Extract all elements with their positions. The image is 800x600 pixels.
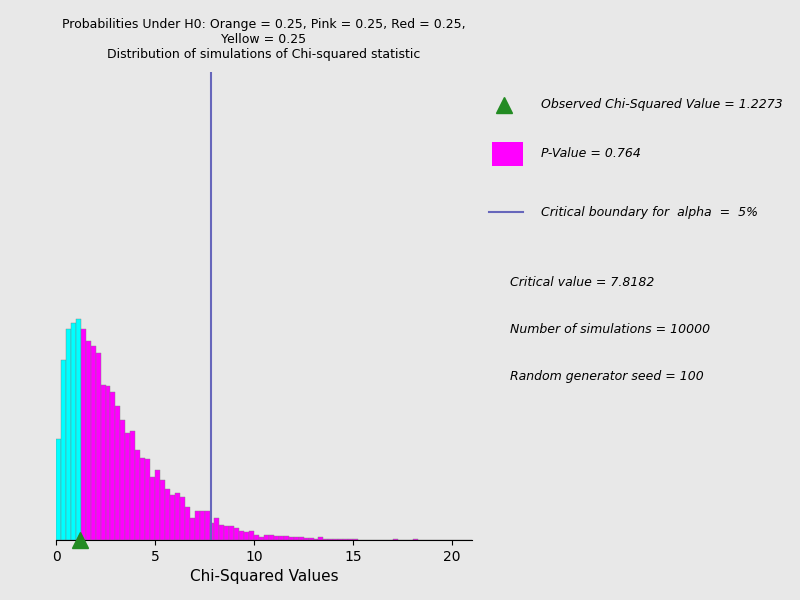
Bar — [145, 459, 150, 540]
Bar — [214, 518, 219, 540]
Bar — [264, 535, 269, 540]
Bar — [180, 497, 185, 540]
Text: Number of simulations = 10000: Number of simulations = 10000 — [510, 323, 710, 336]
Bar — [71, 323, 76, 540]
Bar — [130, 431, 135, 540]
Text: P-Value = 0.764: P-Value = 0.764 — [541, 148, 641, 160]
Bar — [298, 538, 304, 540]
Bar — [110, 392, 115, 540]
Bar — [274, 536, 279, 540]
Bar — [76, 319, 81, 540]
Bar — [323, 539, 328, 540]
Bar — [140, 458, 145, 540]
Bar — [175, 493, 180, 540]
Bar — [284, 536, 289, 540]
FancyBboxPatch shape — [492, 142, 522, 166]
Bar — [294, 538, 298, 540]
Bar — [314, 539, 318, 540]
Bar — [155, 470, 160, 540]
Bar — [106, 386, 110, 540]
Bar — [413, 539, 418, 540]
Bar — [338, 539, 343, 540]
Bar — [259, 537, 264, 540]
Bar — [205, 511, 210, 540]
Bar — [249, 532, 254, 540]
Bar — [219, 525, 224, 540]
Bar — [279, 536, 284, 540]
Bar — [90, 346, 96, 540]
Bar — [194, 511, 200, 540]
Bar — [353, 539, 358, 540]
Bar — [244, 532, 249, 540]
Bar — [190, 518, 194, 540]
Text: Random generator seed = 100: Random generator seed = 100 — [510, 370, 704, 383]
Bar — [328, 539, 334, 540]
Bar — [170, 494, 175, 540]
Bar — [343, 539, 348, 540]
Bar — [115, 406, 120, 540]
Bar — [269, 535, 274, 540]
Bar — [101, 385, 106, 540]
Bar — [185, 507, 190, 540]
Bar — [81, 329, 86, 540]
Bar — [289, 537, 294, 540]
Bar — [239, 530, 244, 540]
Bar — [160, 480, 165, 540]
Bar — [230, 526, 234, 540]
Text: Probabilities Under H0: Orange = 0.25, Pink = 0.25, Red = 0.25,
Yellow = 0.25
Di: Probabilities Under H0: Orange = 0.25, P… — [62, 18, 466, 61]
Bar — [135, 449, 140, 540]
X-axis label: Chi-Squared Values: Chi-Squared Values — [190, 569, 338, 584]
Bar — [348, 539, 353, 540]
Bar — [254, 535, 259, 540]
Bar — [61, 359, 66, 540]
Bar — [120, 420, 126, 540]
Bar — [150, 477, 155, 540]
Bar — [234, 528, 239, 540]
Bar — [126, 433, 130, 540]
Bar — [96, 353, 101, 540]
Bar — [200, 511, 205, 540]
Bar — [66, 329, 71, 540]
Bar — [210, 523, 214, 540]
Bar — [304, 538, 309, 540]
Bar — [165, 489, 170, 540]
Bar — [318, 538, 323, 540]
Text: Critical value = 7.8182: Critical value = 7.8182 — [510, 276, 654, 289]
Bar — [309, 538, 314, 540]
Bar — [334, 539, 338, 540]
Text: Observed Chi-Squared Value = 1.2273: Observed Chi-Squared Value = 1.2273 — [541, 98, 782, 111]
Bar — [86, 341, 90, 540]
Bar — [393, 539, 398, 540]
Bar — [224, 526, 230, 540]
Bar — [56, 439, 61, 540]
Text: Critical boundary for  alpha  =  5%: Critical boundary for alpha = 5% — [541, 206, 758, 219]
